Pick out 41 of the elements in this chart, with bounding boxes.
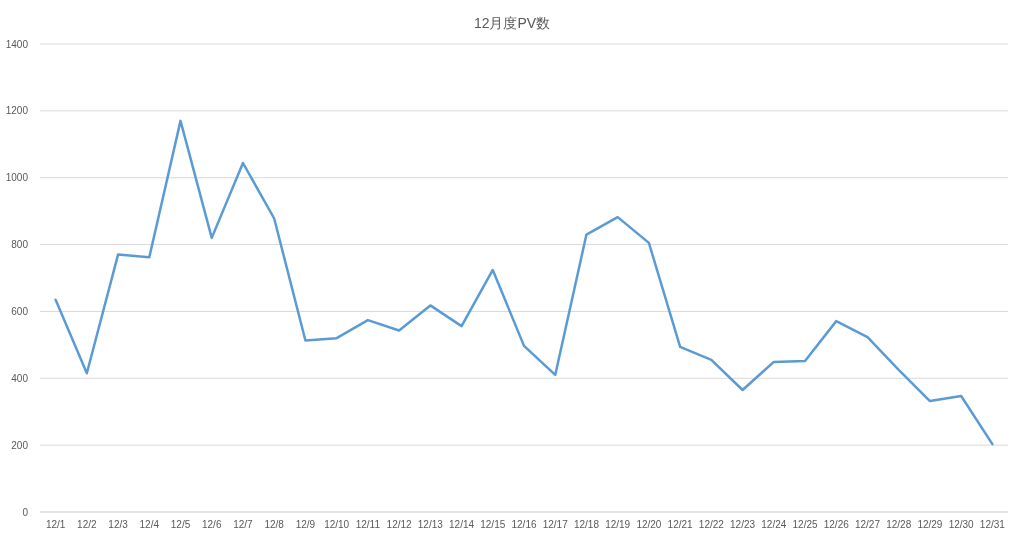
y-tick-label: 1400 — [5, 38, 29, 50]
x-tick-label: 12/1 — [45, 519, 66, 530]
x-tick-label: 12/3 — [108, 519, 129, 530]
x-tick-label: 12/4 — [139, 519, 160, 530]
line-series — [54, 119, 994, 446]
x-tick-label: 12/23 — [730, 519, 756, 530]
x-tick-label: 12/10 — [324, 519, 350, 530]
y-tick-label: 600 — [11, 305, 29, 317]
y-tick-label: 400 — [11, 372, 29, 384]
y-tick-label: 800 — [11, 239, 29, 251]
x-tick-label: 12/2 — [77, 519, 98, 530]
x-tick-label: 12/18 — [573, 519, 600, 530]
x-tick-label: 12/11 — [355, 519, 381, 530]
x-tick-label: 12/17 — [542, 519, 569, 530]
x-tick-label: 12/31 — [979, 519, 1006, 530]
x-tick-label: 12/14 — [449, 519, 475, 530]
x-tick-label: 12/19 — [605, 519, 631, 530]
x-tick-label: 12/21 — [667, 519, 694, 530]
chart-title: 12月度PV数 — [473, 15, 551, 31]
x-tick-label: 12/24 — [761, 519, 787, 530]
x-tick-label: 12/7 — [233, 519, 254, 530]
x-tick-label: 12/27 — [854, 519, 881, 530]
x-tick-label: 12/25 — [792, 519, 818, 530]
y-tick-label: 1200 — [5, 105, 29, 117]
x-tick-label: 12/6 — [202, 519, 222, 530]
x-tick-label: 12/20 — [636, 519, 662, 530]
x-tick-label: 12/13 — [417, 519, 444, 530]
x-tick-label: 12/8 — [264, 519, 285, 530]
x-tick-label: 12/26 — [823, 519, 850, 530]
x-tick-label: 12/22 — [698, 519, 725, 530]
y-tick-label: 200 — [11, 439, 29, 451]
x-tick-label: 12/30 — [948, 519, 975, 530]
y-tick-label: 1000 — [5, 172, 29, 184]
y-tick-label: 0 — [22, 506, 29, 518]
x-tick-label: 12/15 — [480, 519, 506, 530]
x-tick-label: 12/12 — [386, 519, 413, 530]
x-tick-label: 12/5 — [170, 519, 191, 530]
x-tick-label: 12/9 — [295, 519, 316, 530]
x-tick-label: 12/29 — [917, 519, 943, 530]
x-tick-label: 12/28 — [886, 519, 912, 530]
x-tick-label: 12/16 — [511, 519, 537, 530]
